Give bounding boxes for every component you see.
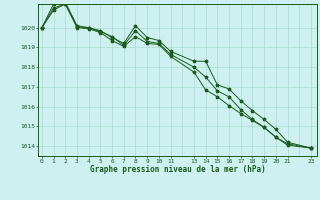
- X-axis label: Graphe pression niveau de la mer (hPa): Graphe pression niveau de la mer (hPa): [90, 165, 266, 174]
